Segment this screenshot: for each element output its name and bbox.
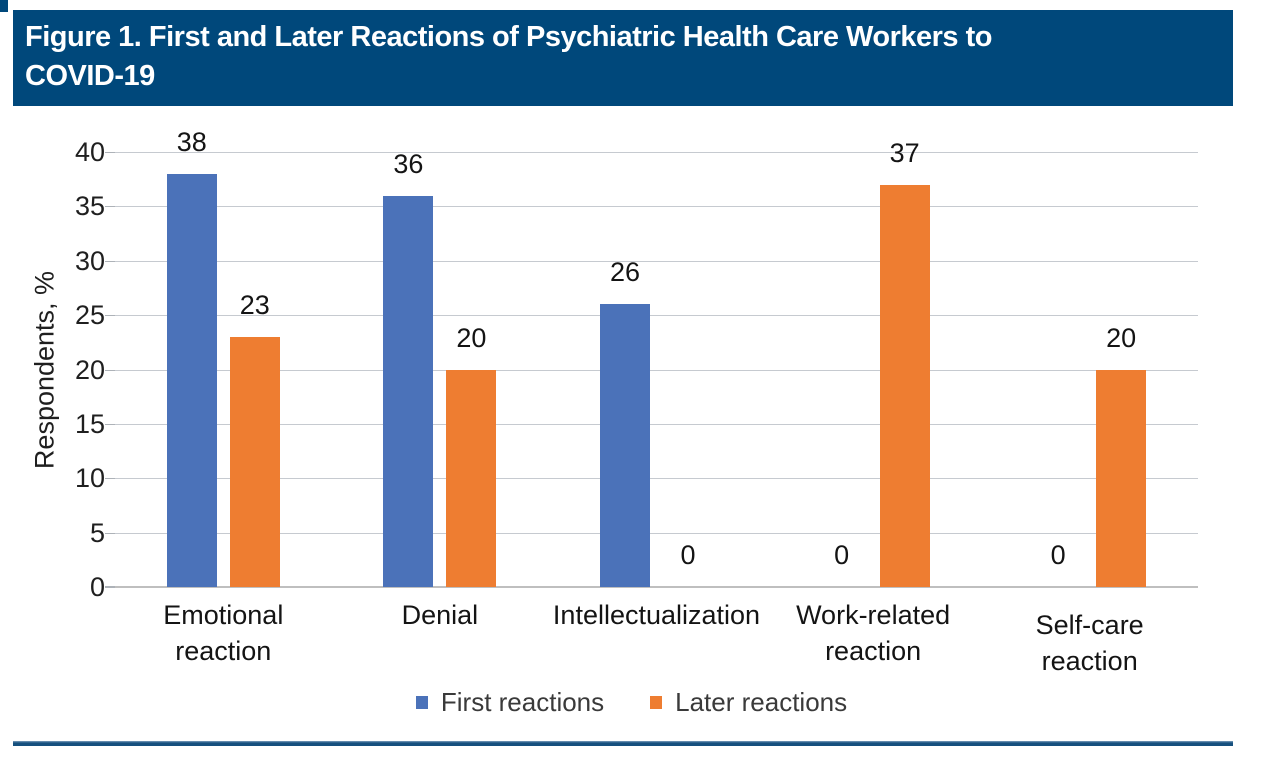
category-label: Denial	[401, 600, 479, 630]
y-tick-label: 20	[74, 354, 105, 385]
y-tick-mark	[105, 315, 115, 317]
bar-value-label: 20	[1106, 322, 1137, 353]
y-tick-mark	[105, 423, 115, 425]
bar-value-label: 37	[889, 137, 920, 168]
legend-label: First reactions	[440, 687, 605, 717]
figure-title: Figure 1. First and Later Reactions of P…	[25, 21, 992, 92]
legend-item: Later reactions	[650, 688, 847, 716]
y-gridline	[115, 532, 1198, 534]
y-tick-label: 10	[74, 463, 105, 494]
bar-later-reactions	[879, 184, 930, 587]
y-tick-mark	[105, 586, 115, 588]
bar-value-label: 0	[834, 540, 850, 570]
y-tick-label: 5	[89, 517, 105, 548]
y-tick-mark	[105, 206, 115, 208]
category-label: Emotional reaction	[163, 600, 284, 666]
bar-value-label: 26	[609, 257, 641, 288]
figure-title-banner: Figure 1. First and Later Reactions of P…	[13, 10, 1233, 106]
bar-later-reactions	[446, 369, 497, 587]
y-tick-mark	[105, 478, 115, 480]
category-label: Intellectualization	[552, 600, 761, 630]
bottom-rule	[13, 741, 1233, 746]
category-label: Self-care reaction	[1035, 610, 1144, 676]
y-tick-mark	[105, 152, 115, 153]
bar-value-label: 23	[239, 289, 270, 320]
bar-value-label: 0	[1050, 540, 1066, 570]
bar-first-reactions	[600, 304, 650, 587]
y-gridline	[115, 152, 1198, 153]
y-tick-label: 35	[74, 191, 105, 222]
y-tick-label: 40	[74, 137, 105, 167]
legend-label: Later reactions	[675, 687, 848, 717]
y-gridline	[115, 478, 1198, 480]
y-tick-label: 30	[74, 245, 105, 276]
chart-legend: First reactions Later reactions	[0, 688, 1263, 716]
legend-item: First reactions	[415, 687, 605, 717]
page-corner-mark	[0, 0, 8, 12]
bar-value-label: 20	[456, 322, 487, 353]
bar-first-reactions	[383, 195, 434, 587]
y-gridline	[115, 369, 1198, 371]
legend-swatch-first-reactions	[415, 695, 428, 709]
y-tick-mark	[105, 369, 115, 371]
y-tick-mark	[105, 532, 115, 534]
y-gridline	[115, 586, 1198, 588]
category-label: Work-related reaction	[796, 600, 951, 666]
y-tick-label: 15	[74, 408, 105, 439]
bar-later-reactions	[229, 336, 280, 587]
bar-value-label: 38	[176, 126, 207, 157]
bar-later-reactions	[1096, 369, 1147, 587]
bar-value-label: 36	[393, 148, 424, 179]
bar-value-label: 0	[680, 540, 696, 570]
y-tick-mark	[105, 260, 115, 262]
y-gridline	[115, 423, 1198, 425]
y-gridline	[115, 206, 1198, 208]
y-gridline	[115, 260, 1198, 262]
y-gridline	[115, 315, 1198, 317]
y-tick-label: 25	[74, 300, 105, 331]
bar-first-reactions	[166, 173, 217, 587]
y-tick-label: 0	[89, 572, 105, 602]
legend-swatch-later-reactions	[650, 695, 663, 709]
